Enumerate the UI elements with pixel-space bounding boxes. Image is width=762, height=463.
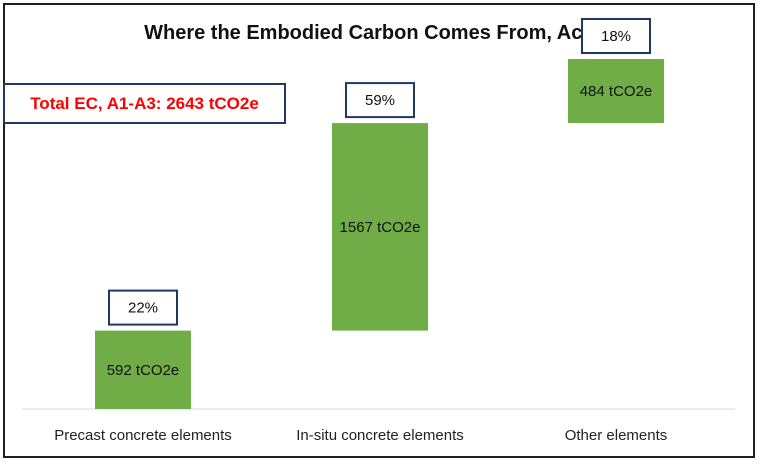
bar-value-label-1: 592 tCO2e <box>107 362 180 379</box>
bar-3 <box>568 59 664 124</box>
bar-value-label-3: 484 tCO2e <box>580 83 653 100</box>
percent-label-3: 18% <box>601 28 631 45</box>
bars-layer <box>95 59 664 409</box>
labels-layer: 592 tCO2e 22% Precast concrete elements 156… <box>54 18 668 444</box>
percent-box-2 <box>345 82 415 119</box>
bar-1 <box>95 330 191 409</box>
percent-box-1 <box>108 289 178 326</box>
category-label-1: Precast concrete elements <box>54 427 232 444</box>
category-label-2: In-situ concrete elements <box>296 427 464 444</box>
percent-label-2: 59% <box>365 92 395 109</box>
bar-2 <box>332 123 428 331</box>
bar-value-label-2: 1567 tCO2e <box>340 219 421 236</box>
category-label-3: Other elements <box>565 427 668 444</box>
chart-title: Where the Embodied Carbon Comes From, Ac… <box>144 22 618 44</box>
percent-box-3 <box>581 18 651 54</box>
total-ec-annotation: Total EC, A1-A3: 2643 tCO2e <box>3 83 286 124</box>
percent-label-1: 22% <box>128 300 158 317</box>
